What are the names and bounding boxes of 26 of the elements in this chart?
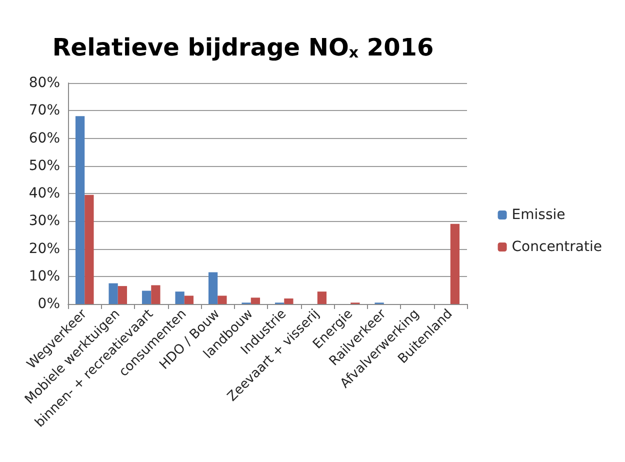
bar [84, 194, 94, 304]
y-tick-label: 40% [28, 186, 60, 202]
y-tick-label: 30% [28, 213, 60, 230]
bar [118, 286, 128, 304]
bar [175, 292, 184, 304]
legend-label: Concentratie [512, 239, 602, 255]
y-tick-label: 20% [28, 240, 60, 257]
y-tick-label: 60% [28, 130, 60, 146]
bar [108, 283, 118, 304]
bar [218, 296, 227, 304]
bar [450, 224, 460, 304]
chart-title: Relatieve bijdrage NOx 2016 [52, 34, 434, 62]
bar [250, 298, 260, 304]
y-tick-label: 10% [28, 268, 60, 284]
y-tick-label: 80% [28, 75, 60, 91]
bar [317, 292, 327, 304]
bar [142, 290, 152, 304]
y-tick-label: 0% [38, 296, 60, 312]
bar [151, 285, 160, 304]
bar [284, 298, 294, 304]
bar [184, 296, 194, 304]
y-tick-label: 50% [28, 158, 60, 174]
legend-label: Emissie [512, 207, 566, 223]
bar [75, 116, 85, 304]
y-tick-label: 70% [28, 102, 60, 119]
bar [208, 272, 218, 304]
